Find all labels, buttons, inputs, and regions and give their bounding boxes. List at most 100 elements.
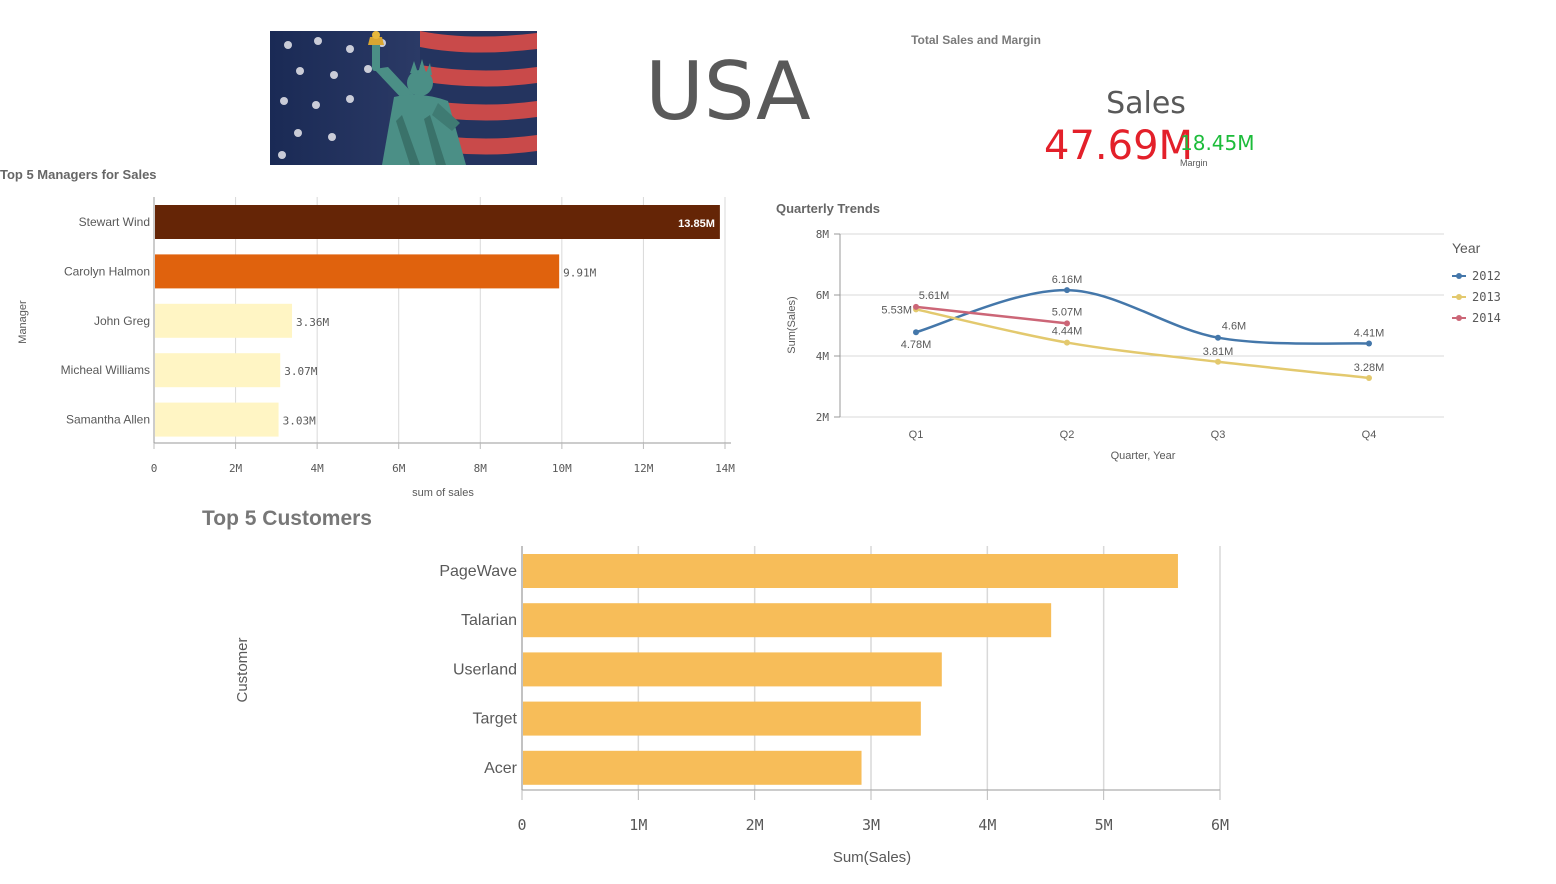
managers-category-labels: Stewart Wind Carolyn Halmon John Greg Miche…	[61, 215, 150, 427]
customers-tick-label: 5M	[1095, 816, 1113, 834]
quarterly-series-line-2013	[915, 308, 1370, 380]
quarterly-x-tick-label: Q4	[1362, 429, 1377, 441]
managers-y-axis-label: Manager	[17, 300, 29, 344]
kpi-sales-value: 47.69M	[1044, 123, 1194, 169]
managers-category-label: Samantha Allen	[66, 413, 150, 427]
managers-tick-label: 14M	[715, 462, 735, 475]
managers-bar	[155, 254, 560, 289]
customers-category-label: Talarian	[461, 612, 517, 629]
quarterly-chart-title: Quarterly Trends	[776, 201, 880, 216]
customers-x-axis-label: Sum(Sales)	[833, 849, 911, 866]
quarterly-data-label: 4.78M	[901, 339, 932, 351]
customers-chart-title: Top 5 Customers	[202, 507, 372, 530]
quarterly-point-2013	[1064, 339, 1070, 346]
managers-value-label: 3.07M	[284, 365, 317, 378]
managers-tick-label: 2M	[229, 462, 243, 475]
quarterly-point-2012	[1215, 334, 1221, 341]
customers-tick-label: 2M	[746, 816, 764, 834]
managers-bar	[155, 353, 281, 388]
quarterly-legend-title: Year	[1452, 240, 1481, 256]
managers-bar	[155, 205, 720, 239]
legend-entry-2013: 2013	[1472, 290, 1501, 304]
quarterly-points	[913, 287, 1372, 381]
quarterly-data-label: 5.07M	[1052, 306, 1083, 318]
kpi-margin-label: Margin	[1180, 158, 1208, 168]
managers-bars	[155, 205, 720, 437]
managers-tick-label: 4M	[311, 462, 325, 475]
managers-tick-label: 6M	[392, 462, 406, 475]
quarterly-line-chart: Quarterly Trends 4.78M 6.16M 4.6M 4.41M 5.53…	[776, 201, 1501, 462]
managers-category-label: John Greg	[94, 314, 150, 328]
customers-tick-label: 1M	[629, 816, 647, 834]
legend-swatch-dot	[1456, 315, 1462, 321]
quarterly-data-label: 4.44M	[1052, 326, 1083, 338]
usa-flag-statue-image	[270, 31, 537, 165]
managers-axis-ticks: 0 2M 4M 6M 8M 10M 12M 14M	[151, 443, 735, 475]
quarterly-x-tick-label: Q2	[1060, 429, 1075, 441]
quarterly-y-axis-label: Sum(Sales)	[786, 296, 798, 353]
managers-x-axis-label: sum of sales	[412, 487, 474, 499]
legend-swatch-dot	[1456, 294, 1462, 300]
customers-tick-label: 4M	[978, 816, 996, 834]
customers-category-label: PageWave	[439, 563, 517, 580]
legend-entry-2014: 2014	[1472, 311, 1501, 325]
quarterly-data-label: 5.53M	[881, 304, 912, 316]
quarterly-point-2013	[1366, 374, 1372, 381]
customers-tick-label: 3M	[862, 816, 880, 834]
quarterly-x-tick-label: Q3	[1211, 429, 1226, 441]
managers-category-label: Carolyn Halmon	[64, 264, 150, 278]
quarterly-series-line-2014	[915, 305, 1068, 325]
quarterly-series-line-2012	[915, 288, 1370, 345]
customers-y-axis-label: Customer	[234, 637, 251, 702]
customers-bar	[523, 554, 1178, 588]
customers-bar	[523, 701, 921, 736]
managers-tick-label: 8M	[474, 462, 488, 475]
quarterly-point-2014	[913, 303, 919, 310]
managers-tick-label: 10M	[552, 462, 572, 475]
customers-tick-label: 6M	[1211, 816, 1229, 834]
quarterly-data-label: 3.28M	[1354, 362, 1385, 374]
quarterly-data-labels: 4.78M 6.16M 4.6M 4.41M 5.53M 4.44M 3.81M 3.28M 5…	[881, 274, 1384, 374]
kpi-margin-value: 18.45M	[1180, 131, 1255, 155]
quarterly-point-2013	[1215, 358, 1221, 365]
customers-bar	[523, 652, 942, 687]
managers-value-labels: 13.85M 9.91M 3.36M 3.07M 3.03M	[283, 218, 715, 428]
quarterly-y-tick-label: 4M	[816, 350, 830, 363]
managers-tick-label: 12M	[633, 462, 653, 475]
quarterly-point-2014	[1064, 320, 1070, 327]
legend-entry-2012: 2012	[1472, 269, 1501, 283]
managers-bar	[155, 402, 279, 437]
legend-swatch-dot	[1456, 273, 1462, 279]
quarterly-x-tick-label: Q1	[909, 429, 924, 441]
managers-bar	[155, 303, 293, 338]
quarterly-gridlines	[839, 233, 1444, 418]
managers-tick-label: 0	[151, 462, 158, 475]
customers-bar	[523, 603, 1052, 638]
quarterly-series-lines	[915, 288, 1370, 380]
quarterly-point-2012	[1366, 340, 1372, 347]
customers-tick-label: 0	[517, 816, 526, 834]
customers-category-label: Target	[473, 711, 518, 728]
managers-value-label: 3.03M	[283, 415, 316, 428]
quarterly-data-label: 5.61M	[919, 290, 950, 302]
quarterly-point-2012	[1064, 287, 1070, 294]
managers-value-label: 3.36M	[296, 316, 329, 329]
quarterly-point-2012	[913, 329, 919, 336]
quarterly-legend: 2012 2013 2014	[1452, 269, 1501, 325]
quarterly-y-tick-label: 8M	[816, 228, 830, 241]
managers-value-label: 13.85M	[678, 218, 715, 230]
managers-chart-title: Top 5 Managers for Sales	[0, 167, 157, 182]
quarterly-x-axis-label: Quarter, Year	[1111, 450, 1176, 462]
customers-bar-chart: Top 5 Customers PageWave Talarian Userland…	[202, 507, 1229, 866]
quarterly-axis-ticks: 2M 4M 6M 8M Q1 Q2 Q3 Q4	[816, 228, 1377, 441]
quarterly-data-label: 4.6M	[1222, 321, 1246, 333]
quarterly-data-label: 6.16M	[1052, 274, 1083, 286]
customers-category-label: Userland	[453, 661, 517, 678]
managers-category-label: Micheal Williams	[61, 363, 150, 377]
quarterly-data-label: 4.41M	[1354, 327, 1385, 339]
kpi-label: Sales	[1106, 86, 1186, 121]
customers-bar	[523, 750, 862, 785]
quarterly-y-tick-label: 6M	[816, 289, 830, 302]
managers-value-label: 9.91M	[563, 266, 596, 279]
customers-category-labels: PageWave Talarian Userland Target Acer	[439, 563, 517, 777]
